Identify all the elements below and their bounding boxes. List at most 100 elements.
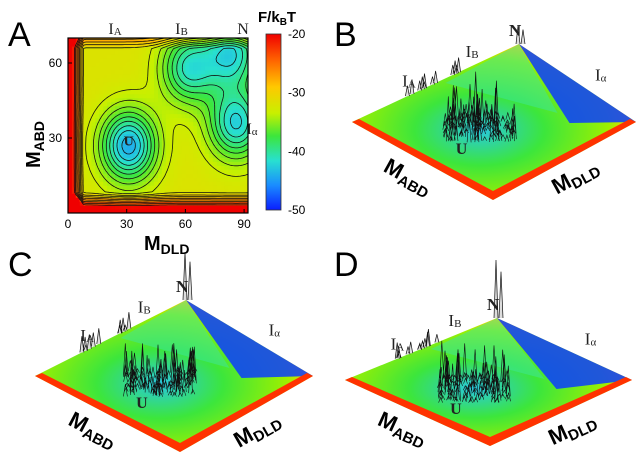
heatmap-cell [173,129,179,135]
heatmap-cell [208,129,214,135]
heatmap-cell [232,97,237,103]
heatmap-cell [79,157,85,162]
heatmap-cell [204,169,210,174]
heatmap-cell [224,161,230,166]
heatmap-cell [169,145,175,150]
heatmap-cell [197,209,202,213]
heatmap-cell [87,65,93,71]
heatmap-cell [173,101,179,107]
heatmap-cell [220,49,226,55]
heatmap-cell [173,149,179,154]
state-label-ib: IB [448,311,461,330]
heatmap-cell [232,205,237,210]
heatmap-cell [244,177,248,182]
surface-basin-spikes [442,71,517,143]
heatmap-cell [118,121,124,127]
heatmap-cell [142,181,147,186]
heatmap-cell [126,185,132,190]
heatmap-cell [126,133,132,139]
heatmap-cell [201,105,206,111]
heatmap-cell [107,109,112,115]
heatmap-cell [189,38,194,43]
heatmap-cell [138,61,143,67]
heatmap-cell [142,153,147,158]
heatmap-cell [122,113,128,119]
heatmap-cell [173,93,179,99]
heatmap-cell [169,133,175,139]
heatmap-cell [91,129,96,135]
heatmap-cell [87,157,93,162]
heatmap-cell [228,61,233,67]
heatmap-cell [68,125,73,131]
heatmap-cell [111,181,116,186]
heatmap-cell [87,165,93,170]
heatmap-cell [189,97,194,103]
heatmap-cell [103,38,108,43]
state-label-n: N [237,21,249,38]
heatmap-cell [95,133,100,139]
heatmap-cell [216,97,222,103]
heatmap-cell [122,73,128,79]
heatmap-cell [244,157,248,162]
heatmap-cell [212,185,218,190]
heatmap-cell [216,121,222,127]
panel-letter-c: C [8,246,33,284]
heatmap-cell [87,161,93,166]
heatmap-cell [79,41,85,47]
heatmap-cell [216,81,222,87]
heatmap-cell [87,133,93,139]
heatmap-cell [138,157,143,162]
heatmap-cell [154,49,159,55]
heatmap-cell [154,181,159,186]
heatmap-cell [204,205,210,210]
heatmap-cell [103,89,108,95]
heatmap-cell [134,81,140,87]
heatmap-cell [201,38,206,43]
heatmap-cell [244,113,248,119]
heatmap-cell [68,85,73,91]
heatmap-cell [138,49,143,55]
heatmap-cell [236,161,241,166]
heatmap-cell [118,38,124,43]
heatmap-cell [83,105,89,111]
heatmap-cell [185,189,190,194]
heatmap-cell [204,85,210,91]
heatmap-cell [232,53,237,59]
heatmap-cell [146,133,151,139]
heatmap-cell [68,69,73,75]
heatmap-cell [208,77,214,83]
heatmap-cell [130,153,136,158]
heatmap-cell [161,209,167,213]
heatmap-cell [181,81,186,87]
heatmap-cell [95,177,100,182]
heatmap-cell [185,89,190,95]
heatmap-cell [154,85,159,91]
heatmap-cell [228,149,233,154]
heatmap-cell [126,165,132,170]
surface-blue-region [519,44,636,123]
heatmap-cell [216,41,222,47]
heatmap-cell [130,85,136,91]
heatmap-cell [68,145,73,150]
heatmap-cell [99,137,104,143]
heatmap-cell [177,65,183,71]
heatmap-cell [189,169,194,174]
heatmap-cell [111,53,116,59]
heatmap-cell [150,133,155,139]
heatmap-cell [232,121,237,127]
heatmap-cell [95,197,100,202]
heatmap-cell [95,85,100,91]
heatmap-cell [146,97,151,103]
heatmap-cell [154,173,159,178]
heatmap-cell [118,93,124,99]
heatmap-cell [244,97,248,103]
heatmap-cell [212,197,218,202]
heatmap-cell [150,153,155,158]
heatmap-cell [107,189,112,194]
heatmap-cell [216,49,222,55]
heatmap-cell [130,169,136,174]
heatmap-cell [68,113,73,119]
heatmap-cell [114,85,120,91]
heatmap-cell [169,45,175,51]
